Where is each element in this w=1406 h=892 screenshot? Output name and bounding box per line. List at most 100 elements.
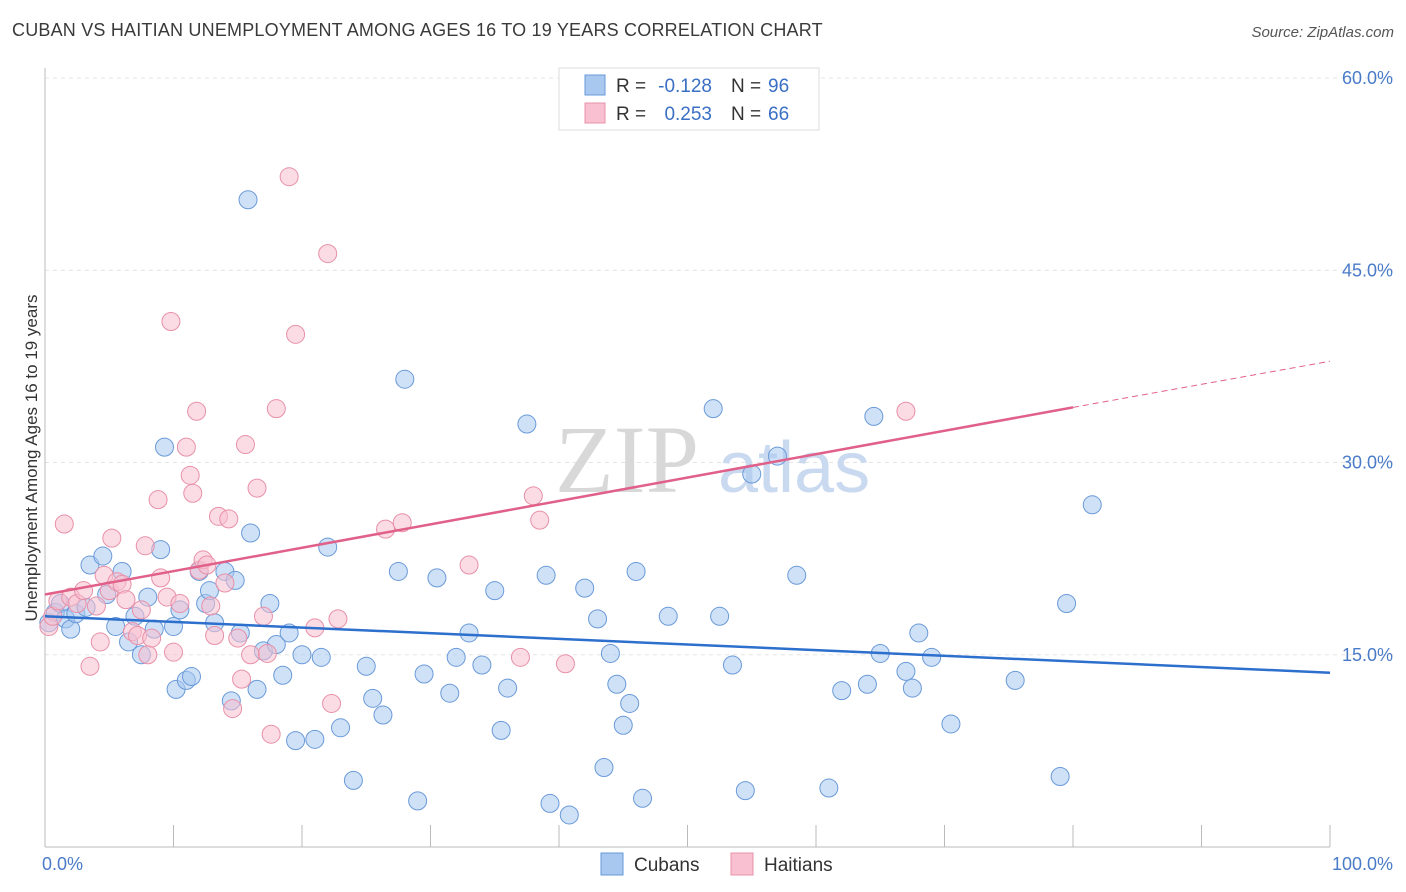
point-haitians bbox=[180, 465, 200, 485]
point-cubans bbox=[658, 606, 678, 626]
legend-swatch-cubans bbox=[600, 852, 624, 876]
y-tick-label: 60.0% bbox=[1342, 68, 1393, 88]
point-haitians bbox=[54, 514, 74, 534]
point-cubans bbox=[922, 647, 942, 667]
legend-stats: R = -0.128 N = 96 R = 0.253 N = 66 bbox=[558, 67, 820, 131]
point-cubans bbox=[311, 647, 331, 667]
point-cubans bbox=[363, 688, 383, 708]
point-cubans bbox=[1005, 670, 1025, 690]
point-cubans bbox=[93, 546, 113, 566]
point-haitians bbox=[228, 628, 248, 648]
point-haitians bbox=[279, 167, 299, 187]
point-cubans bbox=[238, 190, 258, 210]
point-cubans bbox=[517, 414, 537, 434]
legend-n-label: N = bbox=[731, 104, 761, 125]
point-cubans bbox=[440, 683, 460, 703]
point-cubans bbox=[427, 568, 447, 588]
point-haitians bbox=[138, 645, 158, 665]
point-haitians bbox=[322, 693, 342, 713]
watermark-zip: ZIP bbox=[555, 406, 699, 513]
point-cubans bbox=[787, 565, 807, 585]
y-tick-labels: 15.0% 30.0% 45.0% 60.0% bbox=[1342, 68, 1393, 665]
legend-series: Cubans Haitians bbox=[600, 852, 833, 876]
point-haitians bbox=[523, 486, 543, 506]
x-tick-label-max: 100.0% bbox=[1332, 854, 1393, 874]
point-cubans bbox=[356, 656, 376, 676]
point-cubans bbox=[594, 758, 614, 778]
point-haitians bbox=[187, 401, 207, 421]
point-cubans bbox=[292, 645, 312, 665]
point-haitians bbox=[170, 593, 190, 613]
point-cubans bbox=[498, 678, 518, 698]
trend-lines bbox=[44, 360, 1331, 674]
point-haitians bbox=[176, 437, 196, 457]
point-cubans bbox=[472, 655, 492, 675]
point-cubans bbox=[864, 406, 884, 426]
point-cubans bbox=[373, 705, 393, 725]
watermark: ZIP atlas bbox=[555, 406, 870, 513]
point-cubans bbox=[414, 664, 434, 684]
point-cubans bbox=[388, 561, 408, 581]
y-axis-title: Unemployment Among Ages 16 to 19 years bbox=[22, 295, 41, 622]
point-cubans bbox=[155, 437, 175, 457]
point-haitians bbox=[116, 590, 136, 610]
point-haitians bbox=[257, 643, 277, 663]
point-cubans bbox=[408, 791, 428, 811]
point-haitians bbox=[142, 628, 162, 648]
legend-swatch-haitians bbox=[730, 852, 754, 876]
point-haitians bbox=[459, 555, 479, 575]
legend-swatch bbox=[584, 74, 606, 96]
point-cubans bbox=[1050, 767, 1070, 787]
legend-n-value: 66 bbox=[768, 104, 789, 125]
trend-line-extension-haitians bbox=[1072, 360, 1331, 408]
gridlines bbox=[45, 77, 1395, 656]
point-haitians bbox=[131, 600, 151, 620]
point-haitians bbox=[223, 699, 243, 719]
point-haitians bbox=[241, 645, 261, 665]
point-cubans bbox=[857, 674, 877, 694]
legend-r-label: R = bbox=[616, 104, 646, 125]
point-cubans bbox=[613, 715, 633, 735]
point-cubans bbox=[607, 674, 627, 694]
trend-line-cubans bbox=[44, 615, 1331, 674]
trend-line-haitians bbox=[44, 406, 1074, 596]
point-haitians bbox=[102, 528, 122, 548]
y-tick-label: 15.0% bbox=[1342, 645, 1393, 665]
point-cubans bbox=[588, 609, 608, 629]
point-cubans bbox=[620, 693, 640, 713]
point-haitians bbox=[530, 510, 550, 530]
point-cubans bbox=[485, 581, 505, 601]
point-cubans bbox=[832, 681, 852, 701]
point-haitians bbox=[247, 478, 267, 498]
point-cubans bbox=[819, 778, 839, 798]
point-haitians bbox=[219, 509, 239, 529]
source-label: Source: ZipAtlas.com bbox=[1251, 24, 1394, 41]
point-haitians bbox=[235, 435, 255, 455]
point-haitians bbox=[392, 513, 412, 533]
point-cubans bbox=[164, 617, 183, 637]
point-haitians bbox=[201, 596, 221, 616]
legend-r-label: R = bbox=[616, 76, 646, 97]
point-cubans bbox=[633, 788, 653, 808]
point-haitians bbox=[232, 669, 252, 689]
data-points bbox=[39, 167, 1102, 825]
point-cubans bbox=[703, 399, 723, 419]
point-cubans bbox=[536, 565, 556, 585]
point-cubans bbox=[722, 655, 742, 675]
point-cubans bbox=[626, 561, 646, 581]
point-cubans bbox=[575, 578, 595, 598]
point-haitians bbox=[80, 656, 100, 676]
point-cubans bbox=[459, 623, 479, 643]
x-tick-labels: 0.0% 100.0% bbox=[42, 854, 1393, 874]
point-cubans bbox=[305, 729, 325, 749]
y-tick-label: 30.0% bbox=[1342, 453, 1393, 473]
point-cubans bbox=[241, 523, 261, 543]
point-cubans bbox=[395, 369, 415, 389]
point-haitians bbox=[266, 399, 286, 419]
point-cubans bbox=[540, 793, 560, 813]
point-haitians bbox=[253, 606, 273, 626]
legend-r-value: -0.128 bbox=[658, 76, 712, 97]
point-haitians bbox=[286, 324, 306, 344]
x-tick-label-min: 0.0% bbox=[42, 854, 83, 874]
